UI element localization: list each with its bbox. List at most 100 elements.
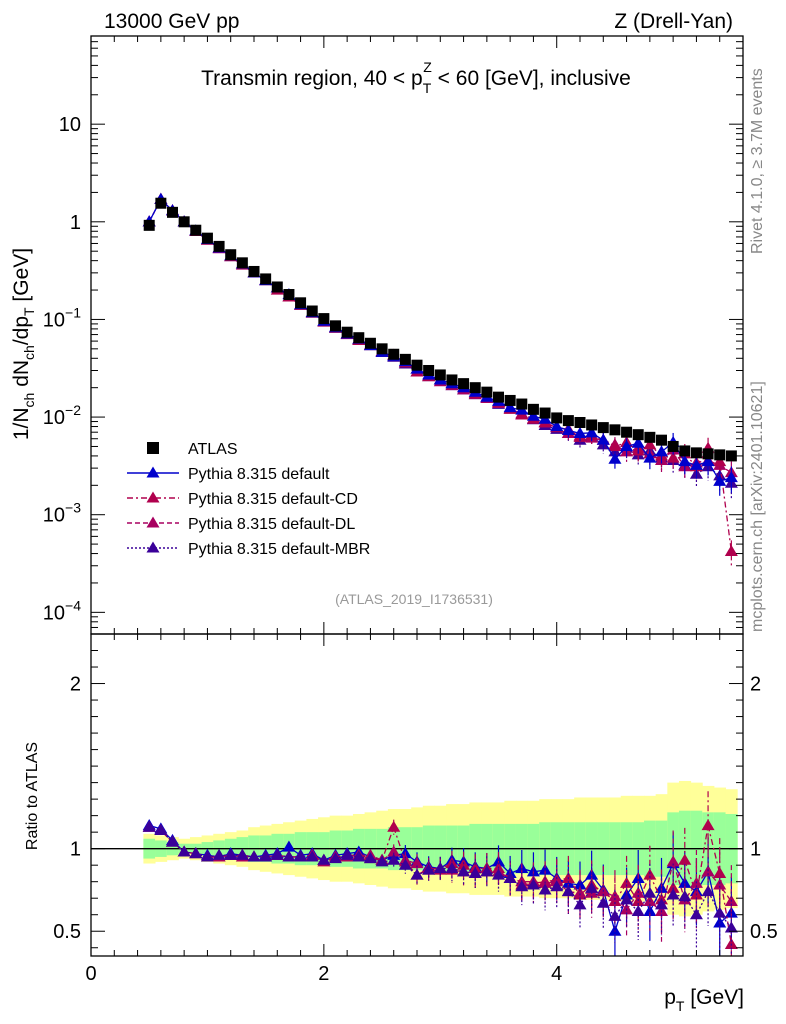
ratio-marker — [375, 855, 389, 867]
ratio-marker — [550, 880, 564, 892]
legend: ATLAS Pythia 8.315 default Pythia 8.315 de… — [127, 441, 370, 558]
atlas-data-point — [178, 216, 190, 228]
atlas-data-point — [423, 364, 435, 376]
ratio-marker — [340, 848, 354, 860]
atlas-data-point — [679, 445, 691, 457]
ratio-marker — [561, 885, 575, 897]
main-marker-1 — [503, 401, 517, 413]
ratio-marker — [177, 845, 191, 857]
atlas-data-point — [586, 419, 598, 431]
ratio-marker — [282, 850, 296, 862]
atlas-data-point — [318, 313, 330, 325]
y-tick-label-main: 10 — [59, 114, 81, 136]
ratio-panel-frame — [90, 633, 744, 957]
atlas-data-point — [411, 359, 423, 371]
ratio-marker — [329, 852, 342, 864]
atlas-data-point — [341, 326, 353, 338]
side-text-top: Rivet 4.1.0, ≥ 3.7M events — [749, 68, 766, 254]
main-marker-2 — [713, 455, 727, 467]
analysis-watermark: (ATLAS_2019_I1736531) — [335, 591, 493, 607]
ratio-marker — [666, 855, 680, 867]
ratio-marker — [166, 835, 179, 847]
atlas-data-point — [248, 265, 260, 277]
ratio-marker — [142, 820, 156, 832]
ratio-panel-series — [142, 791, 738, 956]
atlas-data-point — [155, 197, 167, 209]
atlas-data-point — [469, 382, 481, 394]
y-tick-label-main: 1 — [70, 212, 81, 234]
ratio-marker — [433, 861, 447, 874]
ratio-marker — [212, 848, 226, 860]
y-tick-label-ratio-left: 1 — [70, 839, 81, 861]
ratio-marker — [492, 868, 505, 880]
main-marker-1 — [550, 420, 564, 432]
ratio-marker — [503, 871, 517, 883]
ratio-marker — [701, 885, 715, 897]
x-tick-label: 2 — [318, 963, 329, 985]
atlas-data-point — [364, 337, 376, 349]
main-marker-1 — [573, 426, 587, 438]
ratio-marker — [713, 866, 727, 878]
atlas-data-point — [702, 448, 714, 460]
ratio-marker — [468, 866, 482, 878]
ratio-marker — [713, 878, 727, 890]
y-tick-label-main: 10−1 — [43, 304, 81, 331]
atlas-data-point — [213, 240, 225, 252]
main-marker-2 — [643, 438, 657, 450]
atlas-data-point — [656, 434, 667, 446]
ratio-marker — [573, 886, 587, 898]
atlas-data-point — [376, 343, 388, 355]
atlas-data-point — [609, 424, 621, 436]
ratio-marker — [387, 820, 401, 832]
atlas-data-point — [632, 429, 644, 441]
ratio-marker — [573, 898, 587, 910]
legend-marker-triangle — [146, 491, 160, 503]
legend-marker-triangle — [146, 516, 160, 528]
atlas-data-point — [260, 273, 272, 285]
legend-marker-triangle — [146, 466, 160, 478]
legend-label: Pythia 8.315 default-DL — [188, 516, 355, 533]
ratio-marker — [678, 890, 692, 902]
ratio-marker — [515, 880, 529, 892]
main-marker-1 — [643, 451, 657, 463]
ratio-marker — [294, 850, 308, 862]
atlas-data-point — [644, 431, 656, 443]
x-axis-label: pT [GeV] — [664, 986, 744, 1014]
ratio-marker — [724, 937, 738, 949]
header-left: 13000 GeV pp — [104, 10, 239, 33]
ratio-marker — [701, 819, 715, 831]
atlas-data-point — [190, 224, 202, 236]
atlas-data-point — [167, 206, 178, 218]
ratio-marker — [492, 855, 505, 867]
main-marker-2 — [666, 451, 680, 463]
ratio-marker — [620, 893, 634, 905]
ratio-marker — [410, 857, 424, 869]
atlas-data-point — [283, 289, 295, 301]
atlas-data-point — [597, 422, 609, 434]
ratio-marker — [387, 845, 401, 857]
y-tick-label-ratio-right: 0.5 — [750, 921, 778, 943]
ratio-marker — [713, 906, 727, 918]
header-right: Z (Drell-Yan) — [614, 10, 733, 33]
y-tick-label-main: 10−2 — [43, 402, 81, 429]
atlas-data-point — [143, 219, 155, 231]
ratio-marker — [422, 863, 436, 875]
side-text-bottom: mcplots.cern.ch [arXiv:2401.10621] — [749, 381, 766, 632]
atlas-data-point — [551, 412, 563, 424]
ratio-marker — [200, 850, 214, 862]
atlas-data-point — [201, 232, 213, 244]
main-marker-1 — [596, 433, 610, 445]
main-marker-2 — [608, 439, 622, 452]
atlas-data-point — [714, 449, 726, 461]
x-tick-label: 4 — [551, 963, 562, 985]
ratio-marker — [317, 853, 331, 865]
atlas-data-point — [434, 369, 446, 381]
main-marker-1 — [620, 439, 634, 452]
ratio-marker — [305, 850, 319, 862]
ratio-marker — [247, 850, 261, 862]
main-marker-1 — [608, 452, 622, 464]
y-tick-label-ratio-right: 2 — [750, 674, 761, 696]
atlas-data-point — [399, 353, 411, 365]
main-marker-1 — [585, 426, 599, 438]
atlas-data-point — [236, 257, 248, 269]
